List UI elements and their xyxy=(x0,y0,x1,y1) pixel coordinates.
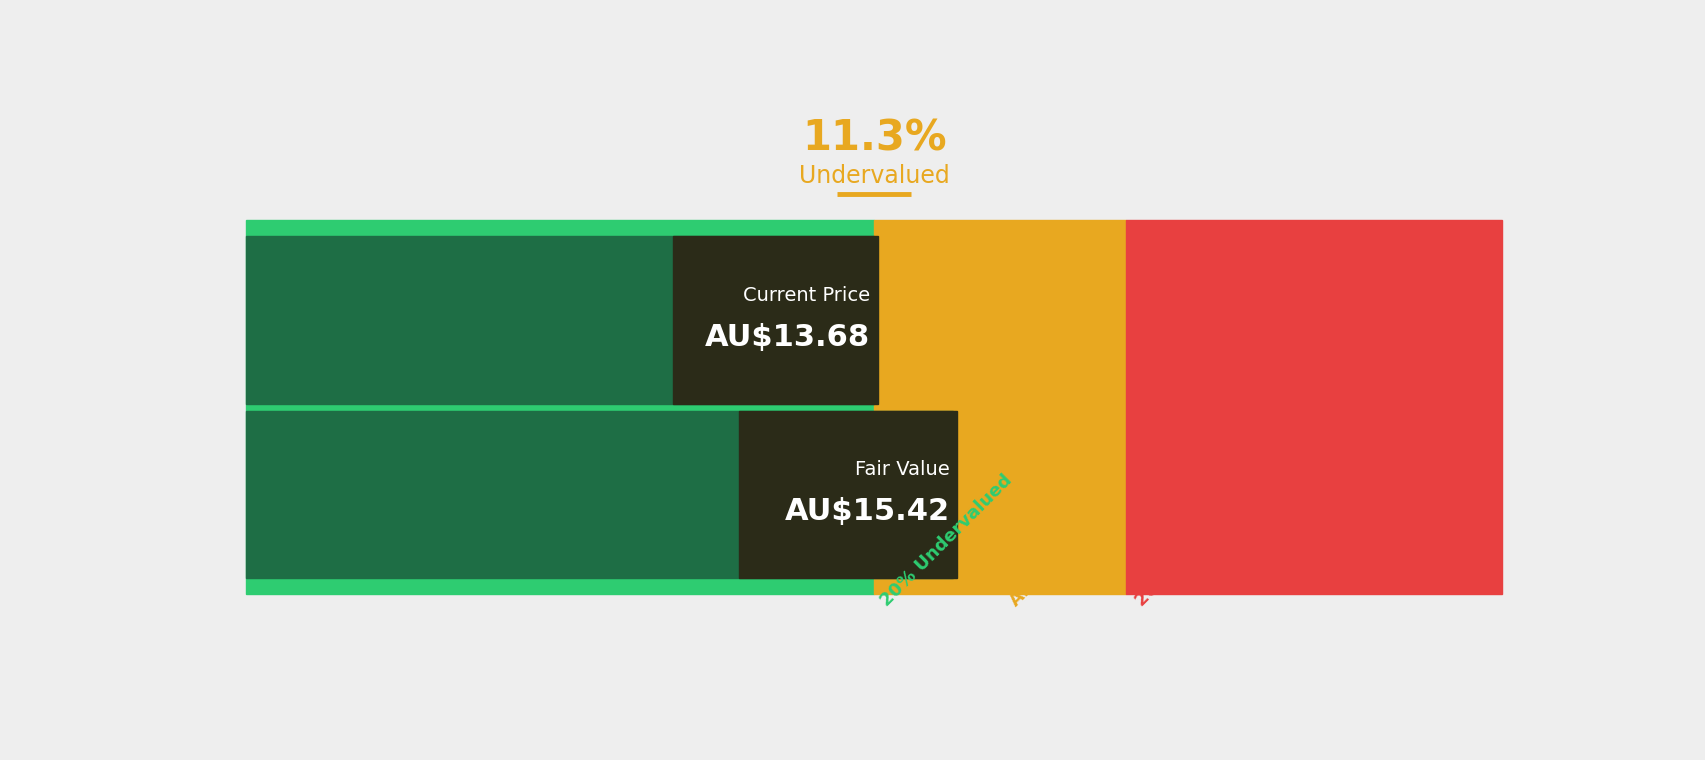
Bar xyxy=(738,410,957,578)
Bar xyxy=(1125,220,1502,594)
Bar xyxy=(246,410,953,578)
Text: AU$13.68: AU$13.68 xyxy=(704,323,870,352)
Bar xyxy=(875,220,1125,594)
Text: Current Price: Current Price xyxy=(743,286,870,305)
Text: 20% Undervalued: 20% Undervalued xyxy=(876,471,1014,610)
Bar xyxy=(246,220,873,594)
Text: AU$15.42: AU$15.42 xyxy=(784,498,950,527)
Text: Undervalued: Undervalued xyxy=(798,164,950,188)
Text: 20% Overvalued: 20% Overvalued xyxy=(1132,480,1262,610)
Text: 11.3%: 11.3% xyxy=(801,118,946,160)
Bar xyxy=(673,236,878,404)
Text: Fair Value: Fair Value xyxy=(854,461,950,480)
Bar xyxy=(246,236,873,404)
Text: About Right: About Right xyxy=(1006,512,1103,610)
